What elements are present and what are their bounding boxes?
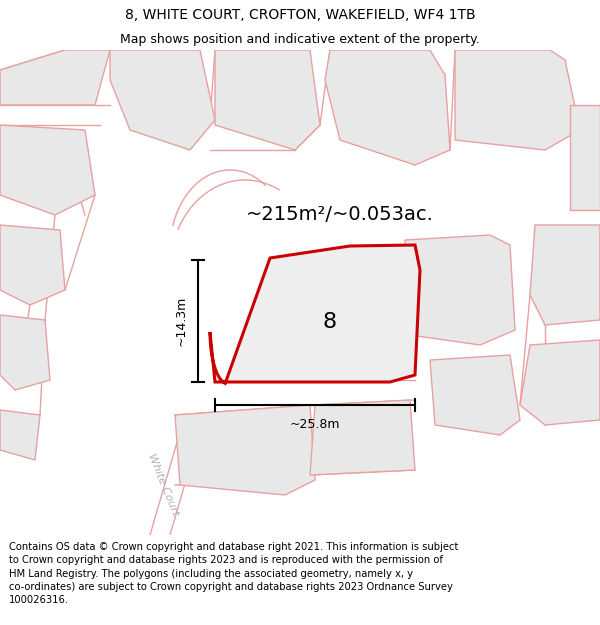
Polygon shape — [110, 50, 215, 150]
Text: 8: 8 — [323, 312, 337, 332]
Polygon shape — [0, 125, 95, 215]
Text: ~215m²/~0.053ac.: ~215m²/~0.053ac. — [246, 206, 434, 224]
Text: Contains OS data © Crown copyright and database right 2021. This information is : Contains OS data © Crown copyright and d… — [9, 542, 458, 605]
Polygon shape — [325, 50, 450, 165]
Polygon shape — [530, 225, 600, 325]
Polygon shape — [405, 235, 515, 345]
Polygon shape — [455, 50, 580, 150]
Text: ~25.8m: ~25.8m — [290, 418, 340, 431]
Text: 8, WHITE COURT, CROFTON, WAKEFIELD, WF4 1TB: 8, WHITE COURT, CROFTON, WAKEFIELD, WF4 … — [125, 8, 475, 22]
Polygon shape — [215, 50, 320, 150]
Polygon shape — [0, 315, 50, 390]
Polygon shape — [430, 355, 520, 435]
Polygon shape — [570, 105, 600, 210]
Polygon shape — [520, 340, 600, 425]
Polygon shape — [0, 410, 40, 460]
Text: Map shows position and indicative extent of the property.: Map shows position and indicative extent… — [120, 32, 480, 46]
Polygon shape — [310, 400, 415, 475]
Polygon shape — [0, 50, 110, 105]
Polygon shape — [0, 225, 65, 305]
Polygon shape — [210, 245, 420, 383]
Polygon shape — [175, 405, 315, 495]
Text: ~14.3m: ~14.3m — [175, 296, 188, 346]
Text: White Court: White Court — [146, 452, 180, 518]
